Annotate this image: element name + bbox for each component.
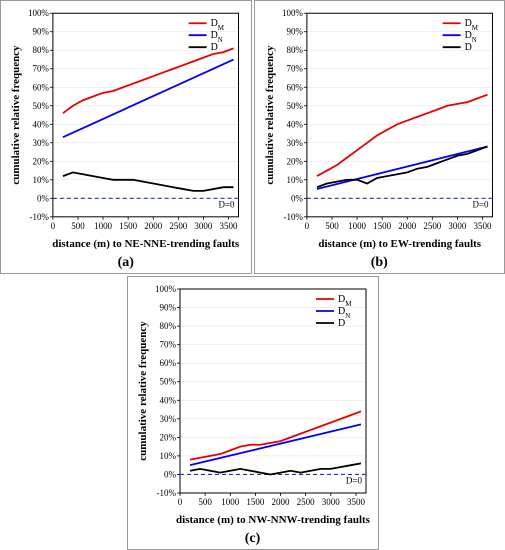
svg-text:30%: 30%	[286, 138, 303, 148]
svg-text:10%: 10%	[286, 175, 303, 185]
svg-text:10%: 10%	[159, 451, 176, 461]
svg-text:0%: 0%	[37, 193, 49, 203]
svg-text:80%: 80%	[32, 45, 49, 55]
panel-c-wrapper: -10% 0% 10% 20% 30% 40% 50% 60% 70% 80% 90% 100% 0 50…	[127, 276, 379, 550]
svg-text:1000: 1000	[94, 221, 112, 231]
svg-text:0: 0	[51, 221, 56, 231]
svg-text:20%: 20%	[159, 432, 176, 442]
legend-D: D	[464, 42, 471, 53]
svg-text:80%: 80%	[159, 321, 176, 331]
svg-text:40%: 40%	[32, 119, 49, 129]
series-DM	[316, 95, 487, 176]
svg-text:1500: 1500	[119, 221, 137, 231]
svg-text:2500: 2500	[169, 221, 187, 231]
svg-text:40%: 40%	[286, 119, 303, 129]
svg-text:30%: 30%	[159, 414, 176, 424]
svg-text:10%: 10%	[32, 175, 49, 185]
svg-text:50%: 50%	[286, 101, 303, 111]
series-DN	[190, 424, 361, 465]
panel-c: -10% 0% 10% 20% 30% 40% 50% 60% 70% 80% 90% 100% 0 50…	[132, 281, 374, 527]
svg-text:40%: 40%	[159, 395, 176, 405]
panel-c-sublabel: (c)	[128, 531, 378, 547]
svg-text:3500: 3500	[346, 497, 365, 507]
svg-text:70%: 70%	[159, 340, 176, 350]
series-D	[63, 172, 234, 191]
svg-text:50%: 50%	[159, 377, 176, 387]
svg-text:20%: 20%	[32, 156, 49, 166]
svg-text:2500: 2500	[296, 497, 315, 507]
panel-a: -10% 0% 10% 20% 30% 40% 50% 60% 70% 80% 90% 100% 0 50…	[5, 5, 247, 251]
svg-text:1500: 1500	[373, 221, 391, 231]
svg-text:500: 500	[198, 497, 212, 507]
svg-text:3000: 3000	[321, 497, 340, 507]
series-D	[190, 463, 361, 474]
svg-text:1000: 1000	[348, 221, 366, 231]
svg-text:2000: 2000	[271, 497, 290, 507]
svg-text:3000: 3000	[448, 221, 466, 231]
chart-grid: -10% 0% 10% 20% 30% 40% 50% 60% 70% 80% 90% 100% 0 50…	[0, 0, 505, 550]
panel-b-sublabel: (b)	[255, 255, 505, 271]
panel-a-sublabel: (a)	[1, 255, 251, 271]
xlabel: distance (m) to EW-trending faults	[318, 238, 481, 250]
svg-text:3500: 3500	[473, 221, 491, 231]
legend-D: D	[211, 42, 218, 53]
xlabel: distance (m) to NW-NNW-trending faults	[176, 514, 371, 526]
svg-text:1500: 1500	[246, 497, 264, 507]
svg-text:100%: 100%	[155, 284, 177, 294]
svg-text:90%: 90%	[159, 303, 176, 313]
svg-text:60%: 60%	[159, 358, 176, 368]
svg-text:0%: 0%	[290, 193, 302, 203]
svg-text:70%: 70%	[32, 64, 49, 74]
svg-text:D=0: D=0	[472, 199, 489, 209]
svg-text:500: 500	[325, 221, 339, 231]
panel-a-wrapper: -10% 0% 10% 20% 30% 40% 50% 60% 70% 80% 90% 100% 0 50…	[0, 0, 252, 274]
ylabel: cumulative relative frequency	[137, 321, 149, 461]
svg-text:-10%: -10%	[29, 212, 49, 222]
svg-text:50%: 50%	[32, 101, 49, 111]
svg-text:3000: 3000	[194, 221, 212, 231]
panel-b-wrapper: -10% 0% 10% 20% 30% 40% 50% 60% 70% 80% 90% 100% 0 50…	[254, 0, 505, 274]
svg-text:80%: 80%	[286, 45, 303, 55]
svg-text:70%: 70%	[286, 64, 303, 74]
ylabel: cumulative relative frequency	[263, 45, 275, 185]
series-DN	[316, 146, 487, 189]
ylabel: cumulative relative frequency	[10, 45, 22, 185]
svg-text:100%: 100%	[281, 8, 302, 18]
svg-text:2500: 2500	[423, 221, 441, 231]
svg-text:D=0: D=0	[218, 199, 235, 209]
svg-text:0: 0	[177, 497, 182, 507]
svg-text:60%: 60%	[32, 82, 49, 92]
svg-text:90%: 90%	[32, 27, 49, 37]
svg-text:2000: 2000	[398, 221, 416, 231]
svg-text:60%: 60%	[286, 82, 303, 92]
svg-text:-10%: -10%	[156, 488, 176, 498]
svg-text:-10%: -10%	[283, 212, 303, 222]
svg-text:90%: 90%	[286, 27, 303, 37]
svg-text:100%: 100%	[28, 8, 49, 18]
svg-text:500: 500	[71, 221, 85, 231]
svg-text:0: 0	[304, 221, 309, 231]
xlabel: distance (m) to NE-NNE-trending faults	[52, 238, 239, 250]
legend-D: D	[338, 318, 345, 329]
series-DM	[63, 48, 234, 113]
svg-text:2000: 2000	[144, 221, 162, 231]
panel-b: -10% 0% 10% 20% 30% 40% 50% 60% 70% 80% 90% 100% 0 50…	[259, 5, 501, 251]
svg-text:0%: 0%	[164, 469, 177, 479]
svg-text:20%: 20%	[286, 156, 303, 166]
svg-text:1000: 1000	[221, 497, 240, 507]
svg-text:30%: 30%	[32, 138, 49, 148]
svg-text:D=0: D=0	[345, 475, 362, 485]
svg-text:3500: 3500	[220, 221, 238, 231]
